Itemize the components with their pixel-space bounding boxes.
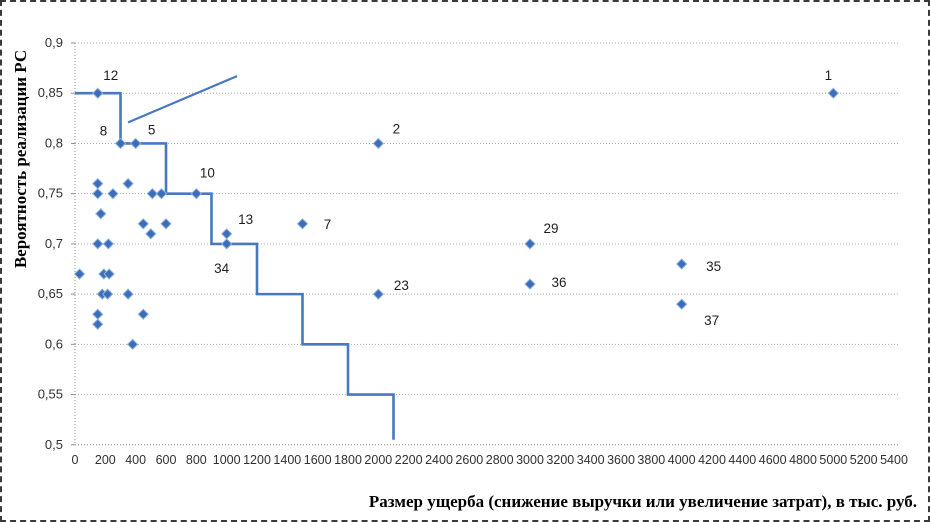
data-point-marker — [296, 218, 309, 230]
x-tick-label: 1200 — [243, 453, 271, 467]
point-number-label: 8 — [100, 123, 108, 138]
point-number-label: 36 — [551, 275, 566, 290]
x-axis-title: Размер ущерба (снижение выручки или увел… — [369, 492, 917, 511]
point-number-label: 12 — [103, 68, 118, 83]
x-tick-label: 2600 — [455, 453, 483, 467]
y-tick-label: 0,6 — [45, 336, 63, 351]
x-tick-label: 3200 — [546, 453, 574, 467]
x-tick-label: 600 — [156, 453, 177, 467]
trend-annotation-line — [127, 75, 238, 124]
x-tick-label: 2000 — [364, 453, 392, 467]
x-tick-label: 5000 — [819, 453, 847, 467]
x-tick-label: 3000 — [516, 453, 544, 467]
point-number-label: 5 — [148, 122, 156, 137]
x-tick-label: 2200 — [395, 453, 423, 467]
y-tick-label: 0,8 — [45, 135, 63, 150]
x-tick-label: 1000 — [213, 453, 241, 467]
data-point-marker — [92, 87, 104, 99]
data-point-marker — [114, 137, 127, 150]
data-point-marker — [675, 258, 688, 270]
y-tick-label: 0,75 — [38, 186, 63, 201]
data-point-marker — [675, 298, 688, 310]
x-tick-label: 4400 — [728, 453, 756, 467]
x-tick-label: 5400 — [880, 453, 908, 467]
data-point-marker — [146, 187, 159, 200]
data-point-marker — [107, 187, 119, 200]
data-point-marker — [126, 338, 139, 351]
y-tick-label: 0,5 — [45, 437, 63, 452]
data-point-marker — [92, 187, 104, 200]
data-point-marker — [92, 318, 104, 330]
x-tick-label: 4800 — [789, 453, 817, 467]
data-point-marker — [524, 278, 536, 290]
data-point-marker — [827, 87, 840, 99]
y-tick-label: 0,7 — [45, 236, 63, 251]
data-point-marker — [160, 218, 172, 230]
data-point-marker — [524, 238, 536, 250]
point-number-label: 23 — [394, 278, 409, 293]
x-tick-label: 4200 — [698, 453, 726, 467]
data-point-marker — [372, 288, 385, 300]
point-number-label: 34 — [214, 261, 230, 276]
x-tick-label: 3400 — [577, 453, 605, 467]
point-number-label: 37 — [704, 313, 719, 328]
y-tick-label: 0,65 — [38, 286, 63, 301]
x-tick-label: 2800 — [486, 453, 514, 467]
y-tick-label: 0,9 — [45, 35, 63, 50]
x-tick-label: 800 — [186, 453, 207, 467]
x-tick-label: 1400 — [273, 453, 301, 467]
y-tick-label: 0,85 — [38, 85, 63, 100]
data-point-marker — [92, 238, 104, 250]
x-tick-label: 1800 — [334, 453, 362, 467]
x-tick-label: 4600 — [759, 453, 787, 467]
data-point-marker — [95, 208, 107, 220]
x-tick-label: 400 — [125, 453, 146, 467]
y-tick-label: 0,55 — [38, 387, 63, 402]
data-point-marker — [220, 228, 233, 240]
x-tick-label: 4000 — [668, 453, 696, 467]
x-tick-label: 200 — [95, 453, 116, 467]
point-number-label: 2 — [393, 121, 401, 136]
point-number-label: 7 — [324, 217, 332, 232]
data-point-marker — [190, 187, 203, 200]
x-tick-label: 5200 — [850, 453, 878, 467]
x-tick-label: 3800 — [637, 453, 665, 467]
data-point-marker — [92, 308, 104, 320]
data-point-marker — [372, 137, 385, 150]
data-point-marker — [73, 268, 86, 280]
x-tick-label: 3600 — [607, 453, 635, 467]
data-point-marker — [102, 238, 115, 250]
data-point-marker — [122, 177, 134, 190]
data-point-marker — [129, 137, 142, 150]
data-point-marker — [155, 187, 168, 200]
x-tick-label: 2400 — [425, 453, 453, 467]
data-point-marker — [122, 288, 134, 300]
point-number-label: 29 — [543, 221, 558, 236]
data-point-marker — [101, 288, 114, 300]
x-tick-label: 1600 — [304, 453, 332, 467]
point-number-label: 1 — [825, 68, 833, 83]
y-axis-title: Вероятность реализации РС — [11, 50, 30, 268]
point-number-label: 35 — [706, 259, 721, 274]
point-number-label: 13 — [238, 212, 253, 227]
data-point-marker — [137, 218, 149, 230]
data-point-marker — [92, 177, 104, 190]
data-point-marker — [137, 308, 149, 320]
data-point-marker — [145, 228, 157, 240]
data-point-marker — [220, 238, 233, 250]
x-tick-label: 0 — [72, 453, 79, 467]
data-point-marker — [103, 268, 115, 280]
point-number-label: 10 — [200, 166, 215, 181]
